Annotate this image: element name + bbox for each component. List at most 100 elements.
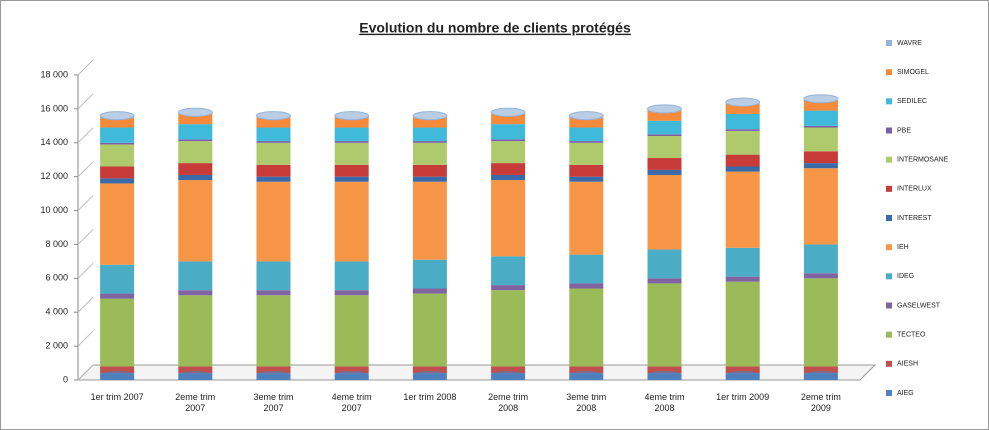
- bar-segment: [569, 164, 604, 177]
- bar-segment: [178, 290, 213, 296]
- bar-segment: [725, 129, 760, 131]
- bar-segment: [178, 141, 213, 164]
- cylinder-base: [569, 371, 604, 379]
- y-tick-label: 4 000: [45, 307, 68, 317]
- legend-swatch: [886, 244, 892, 251]
- bar-segment: [178, 139, 213, 142]
- bar-segment: [412, 181, 447, 260]
- bar-segment: [803, 273, 838, 279]
- cylinder-base: [491, 371, 526, 379]
- bar-segment: [725, 166, 760, 172]
- y-tick-label: 14 000: [40, 137, 68, 147]
- bar-segment: [725, 130, 760, 155]
- y-tick-label: 6 000: [45, 273, 68, 283]
- bar-segment: [491, 290, 526, 367]
- y-tick-label: 0: [63, 374, 68, 384]
- bar-segment: [647, 169, 682, 175]
- legend-label: SEDILEC: [897, 98, 927, 105]
- x-tick-label: 1er trim 2007: [90, 392, 144, 402]
- x-tick-label: 2eme trim 2007: [175, 392, 216, 413]
- cylinder-cap: [568, 111, 604, 121]
- bar-segment: [100, 166, 135, 179]
- bar-segment: [569, 181, 604, 255]
- bar-segment: [334, 127, 369, 142]
- bar-segment: [412, 141, 447, 143]
- legend-swatch: [886, 185, 892, 192]
- bar-segment: [256, 261, 291, 291]
- grid-line: [77, 127, 94, 144]
- bar-segment: [569, 288, 604, 367]
- bar-segment: [178, 180, 213, 262]
- bar-segment: [803, 163, 838, 169]
- bar-segment: [100, 127, 135, 143]
- bar-segment: [334, 142, 369, 165]
- bar-segment: [256, 295, 291, 367]
- bar-segment: [178, 261, 213, 291]
- bar-segment: [334, 164, 369, 177]
- bar-segment: [491, 366, 526, 374]
- bar-segment: [803, 125, 838, 128]
- bar-segment: [334, 176, 369, 182]
- bar-segment: [100, 117, 135, 128]
- bar-segment: [334, 366, 369, 374]
- bar-segment: [178, 124, 213, 140]
- bar-segment: [334, 141, 369, 143]
- grid-line: [77, 364, 94, 381]
- bar-segment: [100, 366, 135, 374]
- x-tick-label: 4eme trim 2008: [644, 392, 685, 413]
- bar-segment: [491, 141, 526, 164]
- bar-segment: [803, 100, 838, 111]
- x-tick-label: 3eme trim 2008: [566, 392, 607, 413]
- bar-segment: [725, 281, 760, 367]
- bar-segment: [412, 127, 447, 142]
- legend-swatch: [886, 69, 892, 76]
- legend-swatch: [886, 156, 892, 163]
- cylinder-cap: [647, 104, 682, 114]
- cylinder-base: [334, 371, 369, 379]
- bar-segment: [412, 142, 447, 165]
- cylinder-base: [803, 371, 838, 379]
- bar-segment: [569, 142, 604, 165]
- bar-segment: [569, 366, 604, 374]
- y-tick-label: 8 000: [45, 239, 68, 249]
- bar-segment: [100, 142, 135, 145]
- x-tick-label: 1er trim 2009: [716, 392, 770, 402]
- bar-segment: [100, 144, 135, 167]
- bar-segment: [569, 283, 604, 289]
- grid-line: [77, 262, 94, 279]
- bar-segment: [647, 134, 682, 136]
- x-tick-label: 2eme trim 2008: [488, 392, 529, 413]
- bar-segment: [412, 288, 447, 294]
- bar-segment: [725, 366, 760, 374]
- bar-segment: [647, 249, 682, 279]
- bar-segment: [647, 283, 682, 367]
- bar-segment: [178, 366, 213, 374]
- bar-segment: [412, 117, 447, 128]
- bar-segment: [491, 113, 526, 125]
- legend-label: INTERMOSANE: [897, 157, 949, 164]
- bar-segment: [647, 278, 682, 284]
- chart-title: Evolution du nombre de clients protégés: [359, 20, 631, 36]
- cylinder-cap: [803, 94, 839, 104]
- bar-segment: [334, 261, 369, 291]
- bar-segment: [725, 247, 760, 277]
- bar-segment: [100, 298, 135, 367]
- bar-segment: [491, 124, 526, 140]
- bar-segment: [569, 127, 604, 142]
- y-tick-label: 10 000: [40, 205, 68, 215]
- bar-segment: [725, 103, 760, 114]
- legend-swatch: [886, 360, 892, 367]
- bar-segment: [256, 141, 291, 143]
- bar-segment: [803, 168, 838, 245]
- bar-segment: [803, 110, 838, 126]
- legend-swatch: [886, 390, 892, 396]
- y-tick-label: 12 000: [40, 171, 68, 181]
- legend-swatch: [886, 98, 892, 105]
- grid-line: [77, 229, 94, 245]
- grid-line: [77, 330, 94, 347]
- bar-segment: [412, 293, 447, 367]
- bar-segment: [803, 244, 838, 274]
- bar-segment: [178, 163, 213, 175]
- bar-segment: [647, 136, 682, 159]
